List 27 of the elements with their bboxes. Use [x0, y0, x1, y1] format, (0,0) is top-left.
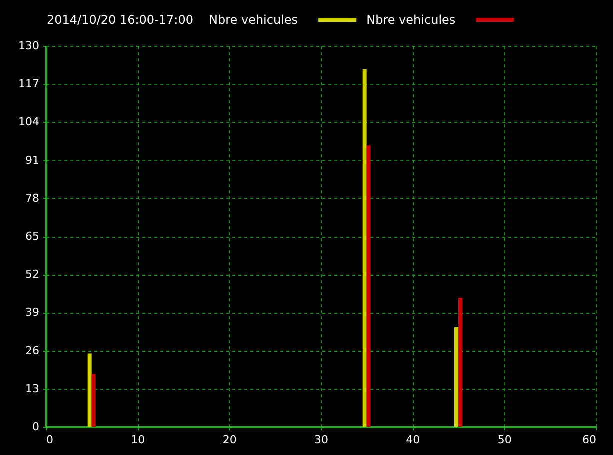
legend-label: Nbre vehicules — [209, 13, 298, 27]
legend-label: Nbre vehicules — [366, 13, 456, 27]
x-tick-label: 30 — [314, 434, 328, 446]
y-tick-label: 117 — [18, 78, 40, 91]
bar — [454, 327, 458, 427]
bar — [362, 69, 367, 427]
y-tick-label: 26 — [26, 344, 40, 358]
bar — [92, 374, 96, 427]
y-tick-label: 13 — [26, 382, 40, 396]
x-tick-label: 40 — [406, 434, 420, 446]
bar — [458, 298, 462, 427]
y-tick-label: 65 — [26, 230, 40, 243]
x-tick-label: 50 — [498, 434, 512, 446]
chart-title: 2014/10/20 16:00-17:00 — [47, 13, 194, 27]
y-tick-label: 91 — [26, 154, 40, 167]
y-tick-label: 39 — [26, 306, 40, 320]
bar — [366, 146, 371, 427]
y-tick-label: 52 — [26, 268, 40, 282]
x-tick-label: 20 — [222, 434, 237, 446]
y-tick-label: 0 — [32, 420, 40, 434]
y-tick-label: 78 — [26, 192, 40, 205]
y-tick-label: 104 — [18, 116, 40, 129]
y-tick-label: 130 — [18, 40, 40, 52]
bar — [88, 354, 92, 427]
x-tick-label: 10 — [131, 434, 146, 446]
x-tick-label: 0 — [46, 434, 54, 446]
x-tick-label: 60 — [582, 434, 596, 446]
